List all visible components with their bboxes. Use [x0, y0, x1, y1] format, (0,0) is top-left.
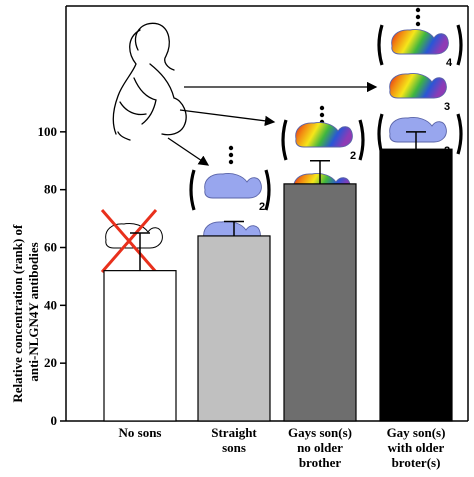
bracket-left — [189, 169, 196, 211]
y-tick-label: 60 — [44, 240, 57, 255]
arrow-to-gay-no-older — [179, 109, 276, 127]
y-axis-label: Relative concentration (rank) of anti-NL… — [10, 221, 41, 402]
category-label: Gays son(s) — [288, 425, 352, 440]
ellipsis-dot — [228, 152, 234, 158]
baby-icon — [204, 172, 262, 199]
bar — [103, 270, 177, 422]
error-bars — [130, 131, 426, 271]
ellipsis-dot — [319, 112, 325, 118]
category-label: Gay son(s) — [387, 425, 446, 440]
ellipsis-dot — [319, 105, 325, 111]
plot-frame — [66, 5, 469, 421]
y-tick-label: 80 — [44, 182, 57, 197]
category-label: Straight — [211, 425, 257, 440]
baby-icon — [391, 28, 449, 55]
y-tick-label: 40 — [44, 297, 57, 312]
ellipsis-dot — [228, 145, 234, 151]
bars — [103, 148, 453, 422]
ellipsis-dot — [415, 21, 421, 27]
baby-icon — [389, 72, 447, 99]
ellipsis-dot — [415, 7, 421, 13]
bar — [197, 235, 271, 422]
arrow-group — [167, 81, 378, 166]
category-label: sons — [222, 440, 246, 455]
category-label: with older — [388, 440, 445, 455]
y-tick-label: 0 — [51, 413, 58, 428]
bracket-right — [456, 24, 463, 66]
bracket-left — [281, 119, 288, 161]
category-label: brother — [299, 455, 342, 470]
bracket-right — [264, 169, 271, 211]
bracket-left — [377, 113, 384, 155]
bar — [379, 148, 453, 422]
birth-order-label: 3 — [444, 101, 450, 113]
bracket-right — [358, 119, 365, 161]
category-label: No sons — [119, 425, 162, 440]
baby-icon — [295, 121, 353, 148]
bracket-right — [456, 113, 463, 155]
crossed-baby-illustration — [100, 209, 163, 273]
category-label: no older — [297, 440, 343, 455]
birth-order-label: 2 — [259, 201, 265, 213]
ellipsis-dot — [228, 159, 234, 165]
y-axis-label-line-1: Relative concentration (rank) of — [10, 224, 25, 403]
category-label: broter(s) — [392, 455, 441, 470]
birth-order-label: 4 — [446, 57, 453, 69]
bar — [283, 183, 357, 422]
birth-order-label: 2 — [350, 150, 356, 162]
y-tick-label: 100 — [38, 124, 58, 139]
bracket-left — [377, 24, 384, 66]
y-ticks: 0 20 40 60 80 100 — [38, 124, 66, 428]
y-axis-label-line-2: anti-NLGN4Y antibodies — [26, 242, 41, 381]
arrow-to-straight-sons — [167, 137, 210, 166]
y-tick-label: 20 — [44, 355, 57, 370]
pregnant-woman-illustration — [112, 22, 187, 141]
ellipsis-dot — [415, 14, 421, 20]
baby-icon — [389, 116, 447, 143]
